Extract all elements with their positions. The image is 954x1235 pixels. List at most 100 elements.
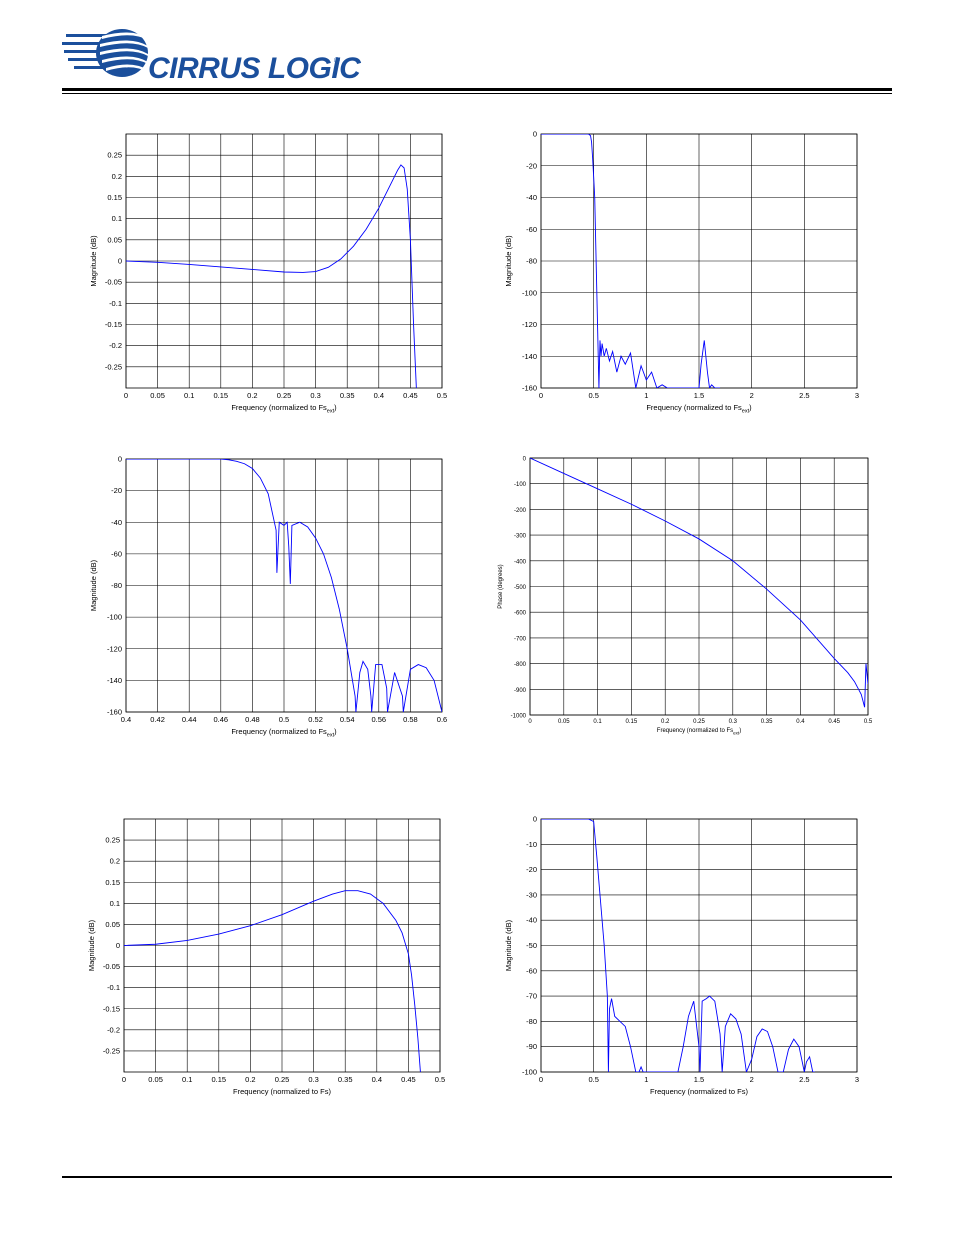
x-axis-label: Frequency (normalized to Fsext) bbox=[646, 403, 752, 415]
y-tick-label: 0 bbox=[118, 257, 122, 266]
y-tick-label: -0.1 bbox=[109, 299, 122, 308]
y-tick-label: -120 bbox=[107, 644, 122, 653]
y-tick-label: -60 bbox=[526, 966, 537, 975]
x-tick-label: 0.5 bbox=[437, 391, 447, 400]
x-tick-label: 0.44 bbox=[182, 715, 197, 724]
x-axis-label: Frequency (normalized to Fs) bbox=[233, 1087, 331, 1096]
x-tick-label: 0.2 bbox=[661, 719, 670, 725]
y-tick-label: -140 bbox=[522, 352, 537, 361]
footer-rule bbox=[62, 1176, 892, 1178]
y-tick-label: -60 bbox=[526, 225, 537, 234]
x-tick-label: 1.5 bbox=[694, 391, 704, 400]
x-tick-label: 2 bbox=[750, 391, 754, 400]
y-tick-label: -400 bbox=[514, 559, 527, 565]
x-tick-label: 0.25 bbox=[693, 719, 705, 725]
y-tick-label: 0 bbox=[523, 457, 527, 463]
x-tick-label: 3 bbox=[855, 391, 859, 400]
y-tick-label: 0.15 bbox=[105, 878, 120, 887]
x-tick-label: 0.4 bbox=[796, 719, 805, 725]
y-tick-label: -40 bbox=[526, 916, 537, 925]
y-tick-label: -1000 bbox=[511, 714, 527, 720]
x-tick-label: 0.35 bbox=[761, 719, 773, 725]
y-tick-label: 0.1 bbox=[110, 899, 120, 908]
x-axis-label: Frequency (normalized to Fs) bbox=[650, 1087, 748, 1096]
x-tick-label: 0 bbox=[124, 391, 128, 400]
page-header: CIRRUS LOGIC ® bbox=[0, 0, 954, 100]
y-tick-label: -0.15 bbox=[103, 1004, 120, 1013]
series-line bbox=[541, 819, 815, 1072]
y-tick-label: -100 bbox=[107, 613, 122, 622]
x-tick-label: 0.52 bbox=[308, 715, 323, 724]
x-tick-label: 0.2 bbox=[247, 391, 257, 400]
y-tick-label: 0.25 bbox=[107, 151, 122, 160]
series-line bbox=[126, 459, 442, 712]
series-line bbox=[126, 164, 417, 388]
series-line bbox=[124, 890, 421, 1072]
y-axis-label: Magnitude (dB) bbox=[87, 919, 96, 971]
series-line bbox=[530, 458, 868, 708]
y-tick-label: -20 bbox=[526, 865, 537, 874]
y-tick-label: 0 bbox=[533, 815, 537, 824]
x-axis-label-subscript: ext bbox=[327, 733, 335, 739]
series-line bbox=[541, 134, 721, 388]
y-tick-label: -40 bbox=[526, 193, 537, 202]
x-tick-label: 0.25 bbox=[275, 1075, 290, 1084]
chart-c1: 0 0.05 0.1 0.15 0.2 0.25 0.3 0.35 0.4 0.45 0.5 -0.2… bbox=[89, 133, 447, 415]
y-tick-label: 0.1 bbox=[112, 214, 122, 223]
x-tick-label: 0.15 bbox=[213, 391, 228, 400]
plot-frame bbox=[529, 457, 869, 716]
x-axis-label-subscript: ext bbox=[733, 731, 740, 736]
y-tick-label: -10 bbox=[526, 840, 537, 849]
y-tick-label: -0.1 bbox=[107, 983, 120, 992]
y-tick-label: -0.05 bbox=[105, 278, 122, 287]
y-tick-label: -800 bbox=[514, 662, 527, 668]
y-tick-label: -0.05 bbox=[103, 962, 120, 971]
plot-frame bbox=[125, 458, 443, 713]
y-axis-label: Magnitude (dB) bbox=[504, 235, 513, 287]
x-tick-label: 0 bbox=[539, 1075, 543, 1084]
y-tick-label: 0.2 bbox=[112, 172, 122, 181]
x-tick-label: 0.45 bbox=[403, 391, 418, 400]
x-axis-label-end: ) bbox=[334, 727, 337, 736]
y-tick-label: -900 bbox=[514, 688, 527, 694]
y-tick-label: -200 bbox=[514, 508, 527, 514]
x-tick-label: 0.56 bbox=[371, 715, 386, 724]
x-tick-label: 0 bbox=[539, 391, 543, 400]
x-tick-label: 2.5 bbox=[799, 391, 809, 400]
y-tick-label: -80 bbox=[526, 257, 537, 266]
x-tick-label: 0.4 bbox=[374, 391, 384, 400]
y-tick-label: -40 bbox=[111, 518, 122, 527]
x-tick-label: 0.5 bbox=[864, 719, 873, 725]
y-tick-label: -300 bbox=[514, 534, 527, 540]
y-tick-label: -60 bbox=[111, 549, 122, 558]
y-axis-label: Magnitude (dB) bbox=[504, 919, 513, 971]
x-tick-label: 2.5 bbox=[799, 1075, 809, 1084]
y-tick-label: -50 bbox=[526, 941, 537, 950]
x-tick-label: 0.05 bbox=[150, 391, 165, 400]
y-tick-label: -120 bbox=[522, 320, 537, 329]
x-tick-label: 0.05 bbox=[148, 1075, 163, 1084]
x-tick-label: 0.1 bbox=[182, 1075, 192, 1084]
y-tick-label: 0.2 bbox=[110, 857, 120, 866]
x-tick-label: 0.4 bbox=[121, 715, 131, 724]
y-tick-label: 0 bbox=[118, 455, 122, 464]
x-tick-label: 0 bbox=[528, 719, 532, 725]
x-axis-label: Frequency (normalized to Fsext) bbox=[657, 728, 741, 736]
chart-c2: 0 0.5 1 1.5 2 2.5 3 -160 -140 -120 -100 -80 -60 -40 -2… bbox=[504, 130, 859, 415]
chart-c4: 0 0.05 0.1 0.15 0.2 0.25 0.3 0.35 0.4 0.45 0.5 -100… bbox=[498, 457, 873, 736]
x-tick-label: 0.45 bbox=[828, 719, 840, 725]
x-tick-label: 2 bbox=[750, 1075, 754, 1084]
x-tick-label: 1 bbox=[644, 391, 648, 400]
cirrus-logic-swoosh-icon bbox=[62, 29, 148, 77]
x-axis-label: Frequency (normalized to Fsext) bbox=[231, 727, 337, 739]
y-tick-label: 0.25 bbox=[105, 836, 120, 845]
y-tick-label: -80 bbox=[111, 581, 122, 590]
chart-c6: 0 0.5 1 1.5 2 2.5 3-100-90-80-70-60-50-40-30-2… bbox=[504, 815, 859, 1097]
x-axis-label-end: ) bbox=[739, 728, 741, 734]
plot-frame bbox=[540, 818, 858, 1073]
x-tick-label: 0.46 bbox=[213, 715, 228, 724]
x-tick-label: 3 bbox=[855, 1075, 859, 1084]
y-tick-label: -140 bbox=[107, 676, 122, 685]
x-tick-label: 0.1 bbox=[593, 719, 602, 725]
